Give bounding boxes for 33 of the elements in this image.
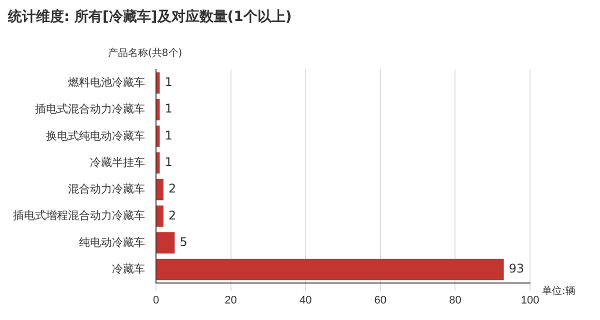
x-tick-label: 60 — [374, 294, 387, 306]
x-tick-label: 20 — [224, 294, 237, 306]
bar — [156, 98, 160, 120]
chart-title: 统计维度: 所有[冷藏车]及对应数量(1个以上) — [8, 8, 292, 26]
y-tick-label: 纯电动冷藏车 — [79, 236, 145, 249]
bar — [156, 126, 160, 147]
y-tick-label: 插电式混合动力冷藏车 — [35, 102, 145, 116]
bar — [156, 152, 160, 174]
data-label: 1 — [164, 102, 172, 116]
bar — [156, 258, 504, 280]
y-tick-label: 插电式增程混合动力冷藏车 — [13, 209, 145, 222]
x-tick-label: 80 — [449, 294, 462, 306]
bar — [156, 178, 164, 200]
data-label: 5 — [180, 234, 188, 249]
x-axis-title: 单位:辆 — [542, 284, 576, 298]
y-axis-title: 产品名称(共8个) — [108, 46, 182, 60]
bar — [156, 206, 164, 227]
x-tick-label: 40 — [299, 294, 312, 306]
bar — [156, 72, 160, 94]
x-tick-label: 100 — [520, 294, 540, 306]
data-label: 1 — [164, 155, 172, 169]
data-label: 2 — [168, 182, 176, 196]
x-tick-label: 0 — [152, 294, 160, 306]
bar — [156, 232, 175, 254]
y-tick-label: 冷藏车 — [112, 262, 145, 276]
y-tick-label: 冷藏半挂车 — [90, 156, 145, 169]
data-label: 93 — [508, 262, 524, 276]
data-label: 1 — [164, 75, 172, 90]
data-label: 2 — [168, 208, 176, 222]
data-label: 1 — [164, 128, 172, 142]
y-tick-label: 燃料电池冷藏车 — [68, 76, 145, 89]
y-tick-label: 换电式纯电动冷藏车 — [46, 129, 145, 142]
y-tick-label: 混合动力冷藏车 — [68, 182, 145, 196]
